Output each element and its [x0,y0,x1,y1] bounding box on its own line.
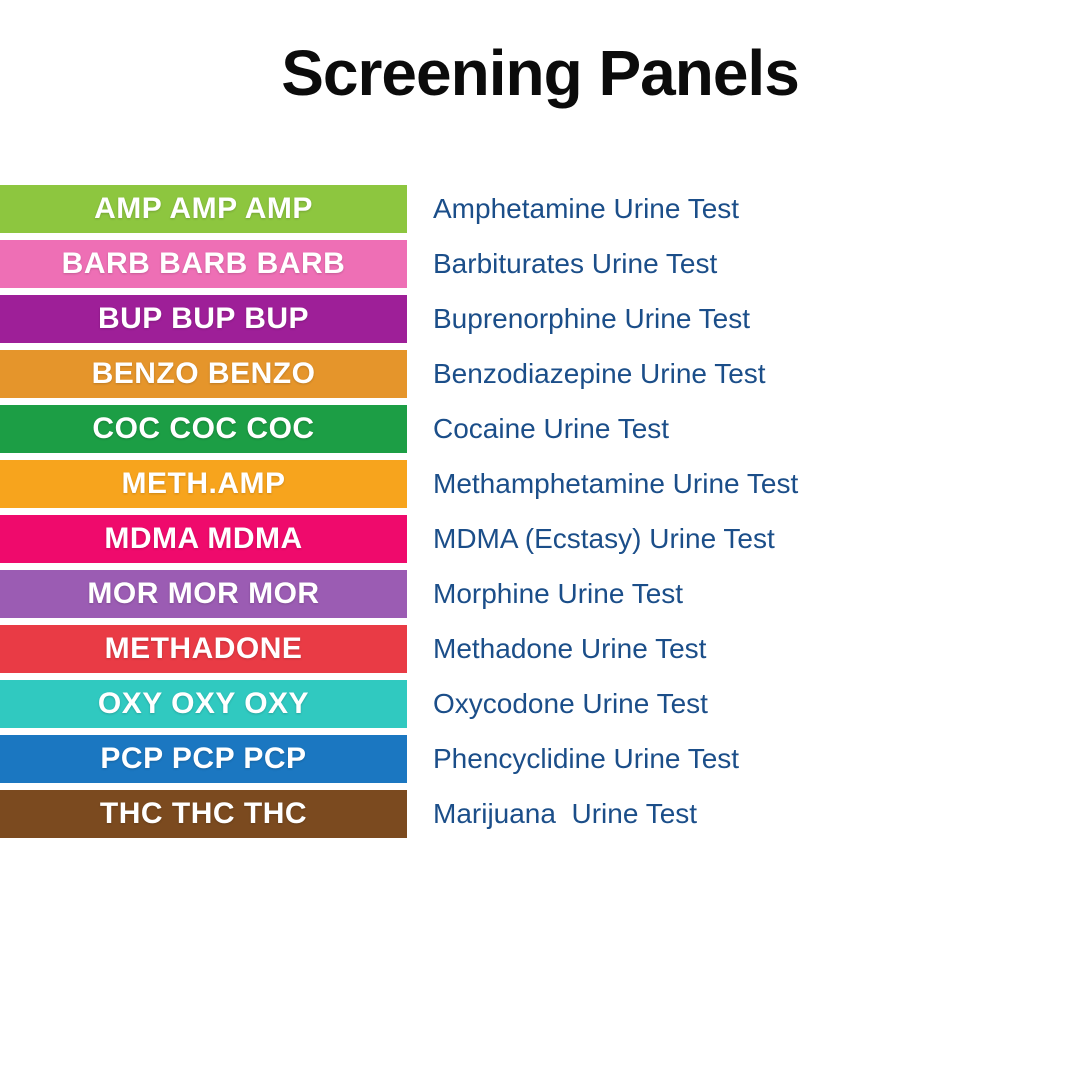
panel-band-benzo: BENZO BENZO [0,350,407,398]
panel-test-name-thc: Marijuana Urine Test [433,798,698,829]
panel-row-methamp: METH.AMP Methamphetamine Urine Test [0,460,798,508]
panel-test-name-barb: Barbiturates Urine Test [433,248,718,279]
panel-row-mdma: MDMA MDMA MDMA (Ecstasy) Urine Test [0,515,798,563]
panel-band-bup: BUP BUP BUP [0,295,407,343]
panel-test-name-amp: Amphetamine Urine Test [433,193,740,224]
panel-band-coc: COC COC COC [0,405,407,453]
panel-band-mdma: MDMA MDMA [0,515,407,563]
panel-row-coc: COC COC COC Cocaine Urine Test [0,405,798,453]
panel-band-oxy: OXY OXY OXY [0,680,407,728]
panel-band-methamp: METH.AMP [0,460,407,508]
panel-list: AMP AMP AMP Amphetamine Urine Test BARB … [0,185,798,838]
panel-row-thc: THC THC THC Marijuana Urine Test [0,790,798,838]
panel-band-methadone: METHADONE [0,625,407,673]
panel-band-amp: AMP AMP AMP [0,185,407,233]
panel-row-bup: BUP BUP BUP Buprenorphine Urine Test [0,295,798,343]
panel-test-name-coc: Cocaine Urine Test [433,413,670,444]
panel-row-methadone: METHADONE Methadone Urine Test [0,625,798,673]
page-title: Screening Panels [281,37,800,109]
panel-test-name-benzo: Benzodiazepine Urine Test [433,358,766,389]
panel-row-benzo: BENZO BENZO Benzodiazepine Urine Test [0,350,798,398]
panel-row-mor: MOR MOR MOR Morphine Urine Test [0,570,798,618]
panel-test-name-pcp: Phencyclidine Urine Test [433,743,740,774]
panel-row-oxy: OXY OXY OXY Oxycodone Urine Test [0,680,798,728]
panel-band-barb: BARB BARB BARB [0,240,407,288]
panel-band-mor: MOR MOR MOR [0,570,407,618]
panel-band-pcp: PCP PCP PCP [0,735,407,783]
panel-test-name-mor: Morphine Urine Test [433,578,684,609]
panel-test-name-methamp: Methamphetamine Urine Test [433,468,799,499]
panel-test-name-bup: Buprenorphine Urine Test [433,303,751,334]
panel-row-pcp: PCP PCP PCP Phencyclidine Urine Test [0,735,798,783]
panel-band-thc: THC THC THC [0,790,407,838]
panel-test-name-mdma: MDMA (Ecstasy) Urine Test [433,523,775,554]
panel-test-name-methadone: Methadone Urine Test [433,633,707,664]
panel-row-amp: AMP AMP AMP Amphetamine Urine Test [0,185,798,233]
panel-row-barb: BARB BARB BARB Barbiturates Urine Test [0,240,798,288]
panel-test-name-oxy: Oxycodone Urine Test [433,688,708,719]
